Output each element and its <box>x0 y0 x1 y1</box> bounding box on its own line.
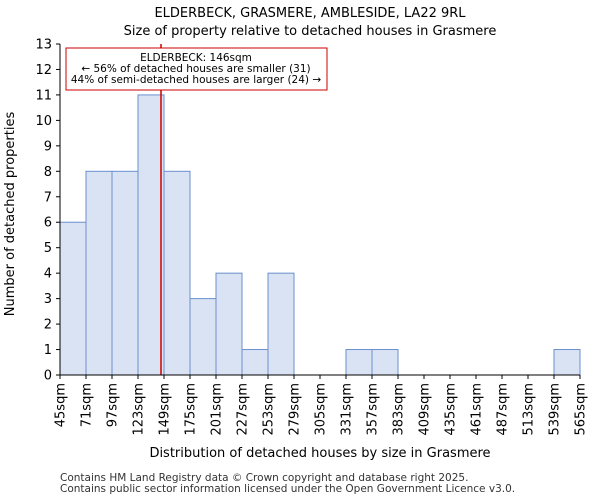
y-tick-label: 3 <box>44 292 52 307</box>
x-tick-label: 201sqm <box>210 383 225 436</box>
x-tick-label: 383sqm <box>392 383 407 436</box>
bar <box>371 349 399 376</box>
annotation-smaller: ← 56% of detached houses are smaller (31… <box>81 63 310 75</box>
x-tick-label: 45sqm <box>54 383 69 427</box>
annotation-box <box>65 47 328 91</box>
x-tick-label: 565sqm <box>574 383 589 436</box>
chart-subtitle: Size of property relative to detached ho… <box>124 24 497 39</box>
annotation-larger: 44% of semi-detached houses are larger (… <box>71 74 322 86</box>
chart-title: ELDERBECK, GRASMERE, AMBLESIDE, LA22 9RL <box>154 6 466 21</box>
bar <box>267 272 295 376</box>
x-tick-label: 71sqm <box>80 383 95 427</box>
bar <box>189 298 217 376</box>
x-tick-label: 539sqm <box>548 383 563 436</box>
x-tick-label: 149sqm <box>158 383 173 436</box>
property-marker: ELDERBECK: 146sqm← 56% of detached house… <box>65 44 328 375</box>
y-tick-label: 0 <box>44 369 52 384</box>
bar <box>241 349 269 376</box>
y-tick-label: 6 <box>44 216 52 231</box>
bar <box>215 272 243 376</box>
x-ticks: 45sqm 71sqm 97sqm 123sqm 149sqm 175sqm 201sqm 2… <box>54 375 589 436</box>
y-tick-label: 8 <box>44 165 52 180</box>
x-tick-label: 435sqm <box>444 383 459 436</box>
y-tick-label: 13 <box>35 38 52 53</box>
x-tick-label: 461sqm <box>470 383 485 436</box>
x-tick-label: 487sqm <box>496 383 511 436</box>
bars-group <box>59 94 581 376</box>
annotation-title: ELDERBECK: 146sqm <box>140 52 252 64</box>
y-tick-label: 2 <box>44 318 52 333</box>
x-tick-label: 305sqm <box>314 383 329 436</box>
bar <box>345 349 373 376</box>
y-tick-label: 12 <box>35 63 52 78</box>
x-tick-label: 331sqm <box>340 383 355 436</box>
footer-line-1: Contains HM Land Registry data © Crown c… <box>60 472 469 484</box>
x-tick-label: 97sqm <box>106 383 121 427</box>
y-axis-label: Number of detached properties <box>3 112 18 317</box>
footer-line-2: Contains public sector information licen… <box>60 483 516 495</box>
y-tick-label: 5 <box>44 241 52 256</box>
x-tick-label: 279sqm <box>288 383 303 436</box>
bar <box>137 94 165 376</box>
x-tick-label: 175sqm <box>184 383 199 436</box>
y-tick-label: 10 <box>35 114 52 129</box>
x-tick-label: 357sqm <box>366 383 381 436</box>
bar <box>163 170 191 376</box>
y-tick-label: 1 <box>44 343 52 358</box>
x-tick-label: 227sqm <box>236 383 251 436</box>
y-tick-label: 9 <box>44 139 52 154</box>
bar <box>553 349 581 376</box>
bar <box>111 170 139 376</box>
x-tick-label: 123sqm <box>132 383 147 436</box>
bar <box>85 170 113 376</box>
y-tick-label: 11 <box>35 88 52 103</box>
x-tick-label: 409sqm <box>418 383 433 436</box>
x-tick-label: 513sqm <box>522 383 537 436</box>
bar <box>59 221 87 376</box>
y-tick-label: 4 <box>44 267 52 282</box>
y-tick-label: 7 <box>44 190 52 205</box>
x-tick-label: 253sqm <box>262 383 277 436</box>
x-axis-label: Distribution of detached houses by size … <box>149 446 490 461</box>
